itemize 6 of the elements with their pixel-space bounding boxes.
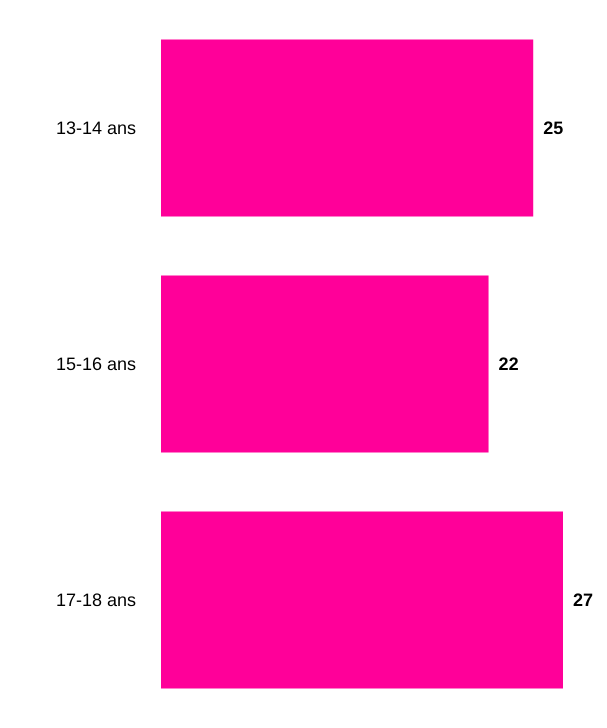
y-tick-label: 15-16 ans [56, 354, 136, 374]
y-tick-label: 17-18 ans [56, 590, 136, 610]
data-label: 27 [573, 590, 594, 610]
y-tick-label: 13-14 ans [56, 118, 136, 138]
data-label: 22 [498, 354, 519, 374]
data-label: 25 [543, 118, 564, 138]
